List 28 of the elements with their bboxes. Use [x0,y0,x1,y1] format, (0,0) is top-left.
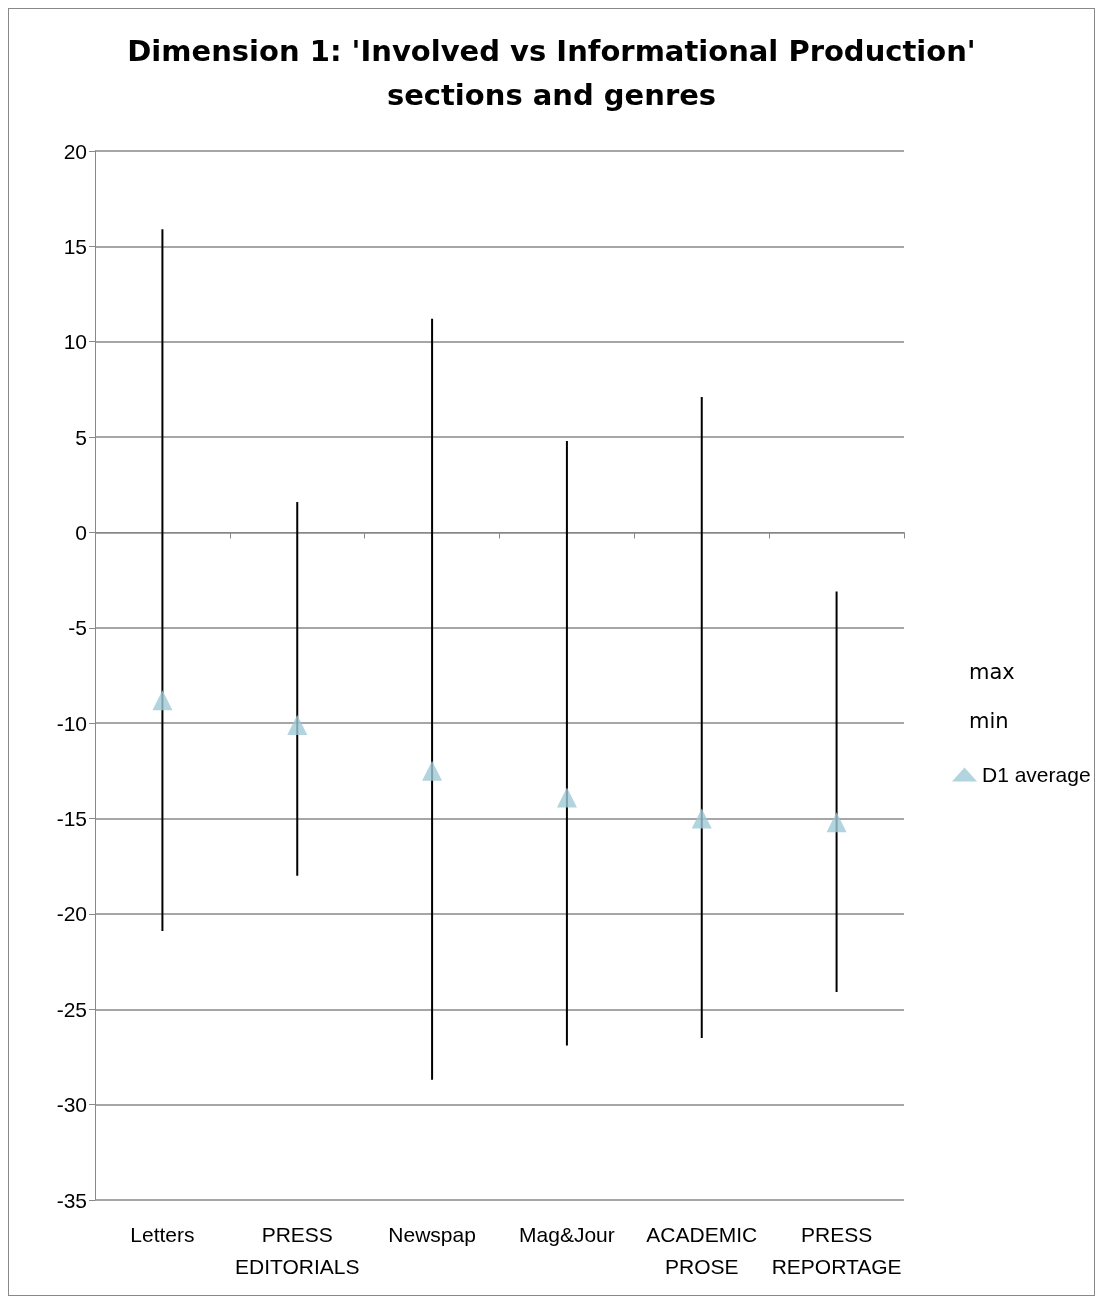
x-tick-label: Letters [130,1222,195,1246]
x-tick-label: PRESS EDITORIALS [235,1222,360,1278]
y-tick-label: 15 [63,234,87,258]
x-tick-label: PRESS REPORTAGE [771,1222,902,1278]
y-tick-label: 0 [75,520,87,544]
text: max [969,659,1015,684]
y-tick-label: -35 [56,1188,87,1212]
y-tick-label: -5 [68,616,87,640]
x-tick-label: ACADEMIC PROSE [646,1222,758,1278]
x-tick-label: Mag&Jour [519,1222,615,1246]
y-tick-label: -20 [56,902,87,926]
x-tick-label: Newspap [388,1222,476,1246]
point [422,760,443,781]
y-tick-label: -15 [56,807,87,831]
point [691,808,712,829]
y-tick-label: -10 [56,711,87,735]
point [556,787,577,808]
y-tick-label: 10 [63,330,87,354]
point [152,690,173,711]
y-tick-label: -25 [56,997,87,1021]
y-tick-label: -30 [56,1093,87,1117]
y-tick-label: 20 [63,139,87,163]
legend-label: D1 average [982,763,1091,786]
chart-title: Dimension 1: 'Involved vs Informational Production' sections and genres [127,34,976,112]
text: min [969,708,1009,733]
point [287,715,308,736]
y-tick-label: 5 [75,425,87,449]
point [826,812,847,833]
